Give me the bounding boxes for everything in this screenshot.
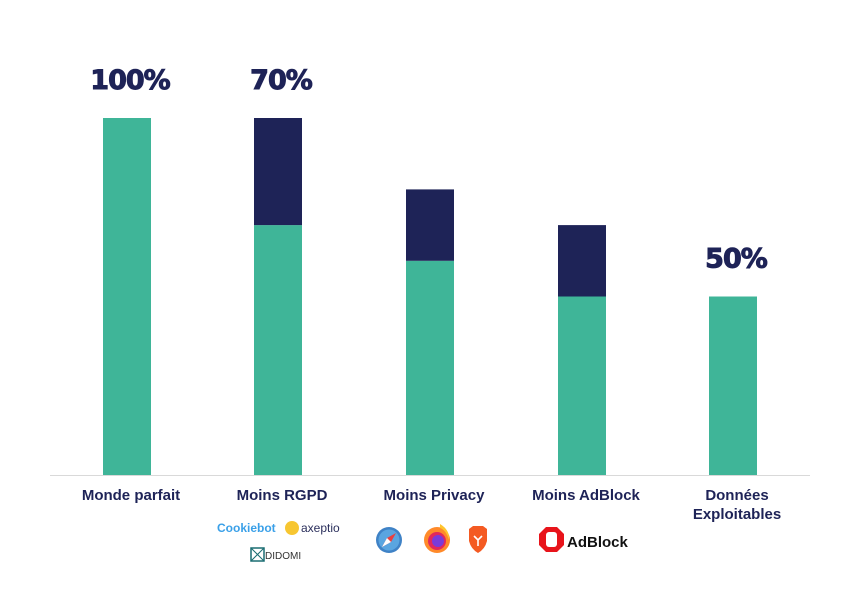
bar-exploitable-3	[558, 296, 606, 475]
x-tick-label: Moins Privacy	[384, 487, 486, 504]
bar-exploitable-1	[254, 225, 302, 475]
x-tick-label: Moins RGPD	[237, 487, 328, 504]
data-label: 50%	[705, 244, 768, 275]
x-tick-label: Exploitables	[693, 506, 781, 523]
data-label: 70%	[250, 65, 313, 96]
rgpd-logos: Cookiebot axeptio DIDOMI	[217, 521, 340, 562]
axeptio-logo: axeptio	[285, 521, 340, 535]
bar-lost-3	[558, 225, 606, 297]
cookiebot-logo: Cookiebot	[217, 521, 276, 535]
brave-icon	[469, 526, 487, 553]
bar-exploitable-0	[103, 118, 151, 475]
svg-text:AdBlock: AdBlock	[567, 534, 629, 551]
svg-text:DIDOMI: DIDOMI	[265, 551, 301, 562]
didomi-logo: DIDOMI	[250, 547, 301, 562]
bar-lost-2	[406, 189, 454, 261]
bar-lost-1	[254, 118, 302, 226]
adblock-logo: AdBlock	[539, 527, 629, 552]
x-tick-label: Monde parfait	[82, 487, 180, 504]
bar-exploitable-4	[709, 296, 757, 475]
x-tick-label: Moins AdBlock	[532, 487, 640, 504]
svg-text:axeptio: axeptio	[301, 521, 340, 535]
x-tick-label: Données	[705, 487, 768, 504]
firefox-icon	[424, 524, 450, 553]
safari-icon	[376, 527, 402, 553]
bar-exploitable-2	[406, 260, 454, 475]
data-label: 100%	[90, 65, 170, 96]
